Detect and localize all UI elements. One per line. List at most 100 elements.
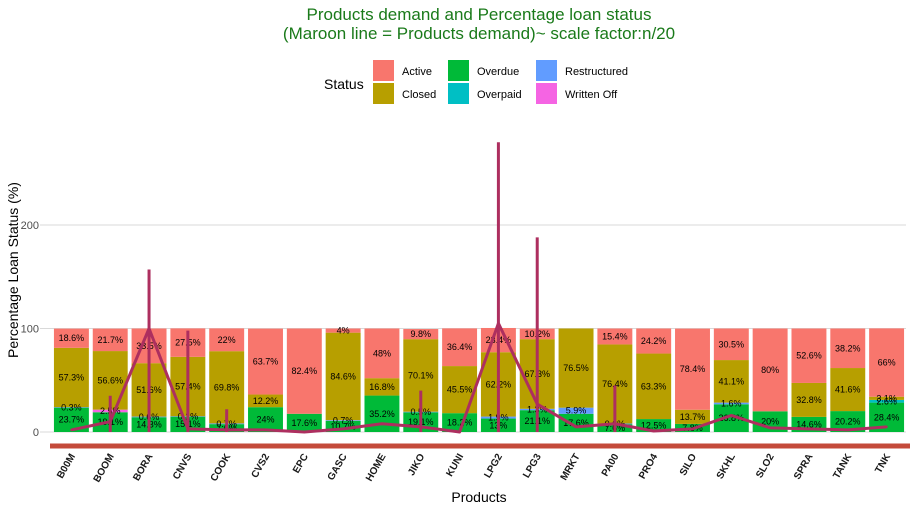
bar-PRO4-active (636, 328, 672, 354)
demand-point-SLO2 (768, 426, 772, 430)
bar-B00M-restructured (53, 407, 89, 408)
label-GASC-restructured: 0.7% (333, 416, 354, 426)
label-MRKT-restructured: 5.9% (566, 406, 587, 416)
label-TNK-overdue: 28.4% (874, 412, 900, 422)
bar-PA00-active (597, 328, 633, 345)
label-KUNI-overdue: 18.2% (447, 418, 473, 428)
label-PA00-active: 15.4% (602, 331, 628, 341)
legend-label-closed: Closed (402, 89, 436, 101)
bar-SKHL-restructured (713, 402, 749, 405)
x-tick-BOOM: BOOM (92, 452, 117, 484)
y-tick-0: 0 (33, 427, 39, 439)
x-tick-TNK: TNK (873, 451, 893, 475)
label-CVS2-overdue: 24% (256, 415, 274, 425)
bar-CVS2-closed (248, 394, 283, 408)
label-GASC-active: 4% (337, 326, 350, 336)
label-GASC-overdue: 10.7% (330, 421, 356, 431)
legend-label-written-off: Written Off (565, 89, 618, 101)
bar-B00M-closed (53, 347, 89, 408)
bar-SPRA-active (791, 328, 827, 383)
demand-point-LPG3 (536, 402, 539, 406)
demand-point-BOOM (109, 420, 112, 423)
chart-title: Products demand and Percentage loan stat… (307, 5, 652, 24)
label-SILO-closed: 13.7% (680, 412, 706, 422)
demand-point-JIKO (419, 425, 422, 429)
demand-point-TNK (885, 425, 888, 429)
demand-point-CNVS (186, 427, 190, 431)
label-KUNI-closed: 45.5% (447, 385, 473, 395)
x-tick-CVS2: CVS2 (250, 452, 273, 481)
bar-KUNI-overdue (442, 413, 478, 432)
x-axis-ticks: B00M BOOM BORA CNVS COOK CVS2 EPC GASC HOME JIKO K… (55, 451, 893, 484)
label-JIKO-active: 9.8% (411, 329, 432, 339)
legend-label-overpaid: Overpaid (477, 89, 522, 101)
label-SPRA-overdue: 14.6% (796, 419, 822, 429)
label-SKHL-overdue: 26.8% (719, 413, 745, 423)
legend-key-restructured (536, 60, 557, 81)
x-tick-BORA: BORA (131, 452, 155, 483)
label-PRO4-closed: 63.3% (641, 381, 667, 391)
demand-line-group (50, 142, 910, 449)
label-TANK-closed: 41.6% (835, 385, 861, 395)
label-MRKT-overdue: 17.6% (563, 418, 589, 428)
bar-JIKO-active (403, 329, 439, 340)
demand-point-GASC (341, 427, 345, 431)
label-MRKT-closed: 76.5% (563, 363, 589, 373)
y-tick-200: 200 (21, 220, 39, 232)
label-HOME-closed: 16.8% (369, 382, 395, 392)
label-PRO4-overdue: 12.5% (641, 421, 667, 431)
bar-B00M-active (53, 328, 89, 348)
label-BOOM-closed: 56.6% (97, 375, 123, 385)
bar-GASC-closed (325, 332, 361, 421)
bar-MRKT-restructured (558, 407, 594, 414)
label-B00M-overdue: 23.7% (59, 415, 85, 425)
label-TANK-overdue: 20.2% (835, 417, 861, 427)
demand-point-SPRA (807, 427, 811, 431)
x-tick-PA00: PA00 (600, 452, 622, 479)
bar-TNK-active (869, 328, 905, 397)
label-KUNI-active: 36.4% (447, 342, 473, 352)
demand-line (71, 321, 887, 434)
bar-PRO4-closed (636, 353, 672, 420)
label-SLO2-overdue: 20% (761, 417, 779, 427)
demand-point-BORA (147, 327, 151, 330)
demand-point-LPG2 (497, 322, 500, 325)
label-BOOM-active: 21.7% (97, 335, 123, 345)
label-TNK-active: 66% (878, 358, 896, 368)
bar-TANK-active (830, 328, 866, 369)
legend-label-overdue: Overdue (477, 66, 519, 78)
demand-point-EPC (303, 430, 306, 434)
x-tick-TANK: TANK (831, 451, 854, 481)
label-PRO4-active: 24.2% (641, 336, 667, 346)
x-tick-JIKO: JIKO (406, 452, 427, 478)
bar-BOOM-active (92, 328, 128, 352)
bar-SLO2-active (752, 328, 788, 412)
bar-HOME-active (364, 328, 400, 379)
label-JIKO-closed: 70.1% (408, 370, 434, 380)
x-tick-KUNI: KUNI (444, 452, 466, 479)
demand-point-B00M (70, 428, 73, 432)
bar-EPC-active (286, 328, 322, 414)
bar-SILO-closed (675, 409, 710, 424)
label-SLO2-active: 80% (761, 365, 779, 375)
label-GASC-closed: 84.6% (330, 371, 356, 381)
label-CVS2-active: 63.7% (253, 357, 279, 367)
bar-MRKT-closed (558, 328, 594, 408)
bar-GASC-active (325, 328, 361, 333)
label-EPC-active: 82.4% (292, 366, 318, 376)
label-B00M-closed: 57.3% (59, 373, 85, 383)
x-tick-SLO2: SLO2 (754, 452, 777, 480)
label-PA00-closed: 76.4% (602, 379, 628, 389)
label-COOK-closed: 69.8% (214, 382, 240, 392)
demand-point-HOME (380, 422, 384, 425)
bar-EPC-overdue (286, 413, 322, 432)
demand-point-PRO4 (652, 429, 655, 433)
legend-key-active (373, 60, 394, 81)
label-EPC-overdue: 17.6% (292, 418, 318, 428)
x-axis-title: Products (451, 489, 506, 505)
legend: Status Active Closed Overdue Overpaid Restru… (324, 60, 628, 104)
legend-key-written-off (536, 83, 557, 104)
label-TNK-closed: 3.1% (876, 393, 897, 403)
bar-CVS2-active (248, 328, 283, 395)
